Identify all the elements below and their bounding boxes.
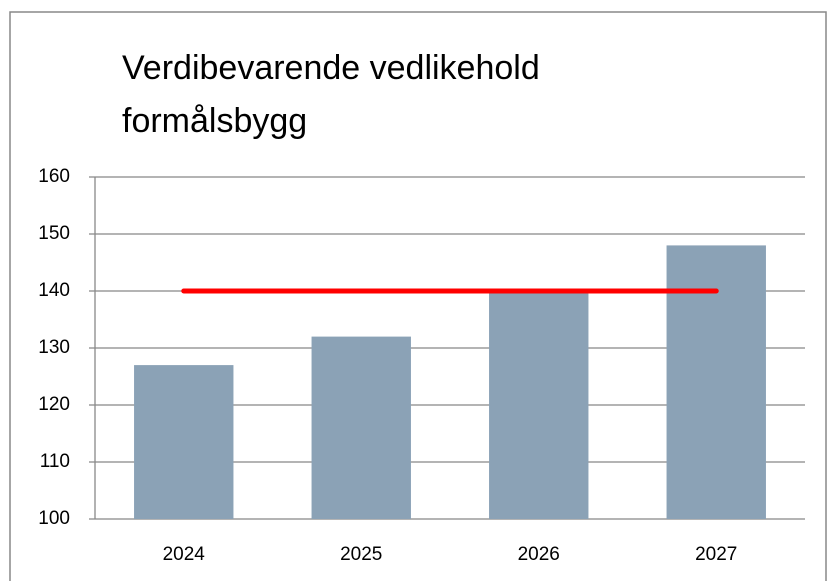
bar (666, 245, 766, 519)
bar (489, 291, 589, 519)
y-tick-label: 160 (38, 166, 70, 187)
x-tick-label: 2027 (695, 544, 737, 565)
x-tick-label: 2025 (340, 544, 382, 565)
y-tick-label: 100 (38, 508, 70, 529)
bar (134, 365, 234, 519)
y-tick-label: 140 (38, 280, 70, 301)
y-tick-label: 110 (40, 451, 70, 472)
x-tick-label: 2026 (518, 544, 560, 565)
y-tick-label: 120 (38, 394, 70, 415)
chart-title-line: Verdibevarende vedlikehold (122, 49, 540, 87)
chart-title-line: formålsbygg (122, 102, 307, 140)
y-tick-label: 150 (38, 223, 70, 244)
bar (311, 336, 411, 519)
x-tick-label: 2024 (163, 544, 206, 565)
y-tick-label: 130 (38, 337, 70, 358)
